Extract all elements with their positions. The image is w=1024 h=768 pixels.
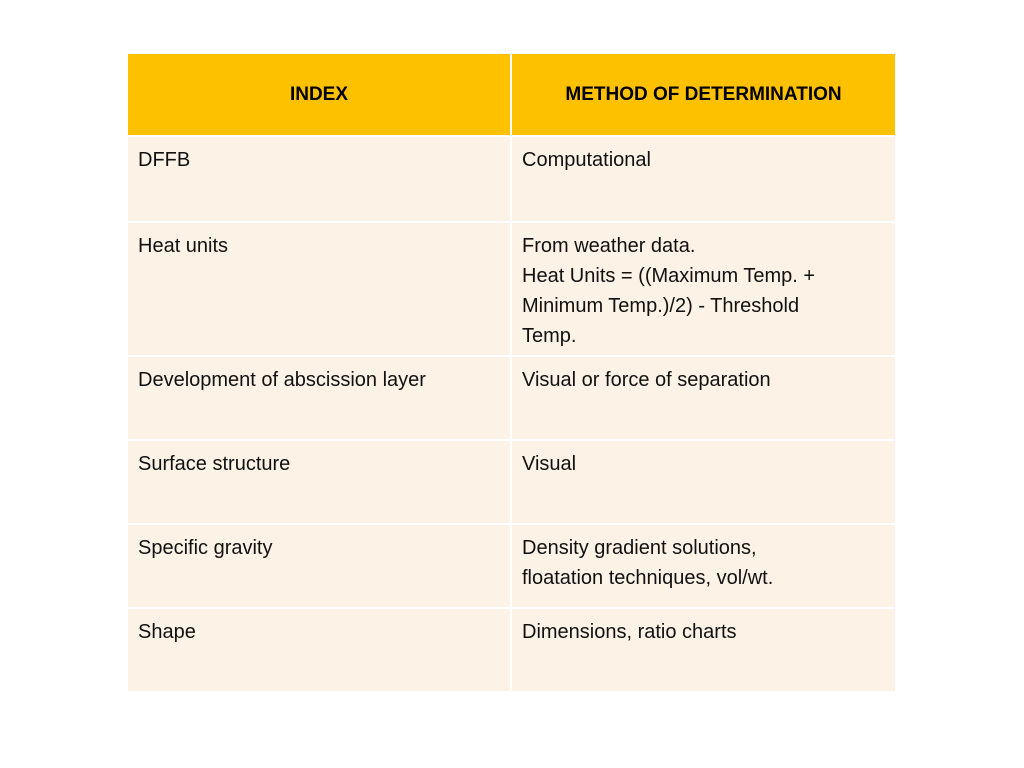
cell-method: Visual [511,440,895,525]
table-row: DFFB Computational [128,136,895,223]
cell-method: Computational [511,136,895,223]
table-row: Heat units From weather data. Heat Units… [128,222,895,357]
header-method-of-determination: METHOD OF DETERMINATION [511,54,895,137]
cell-method: From weather data. Heat Units = ((Maximu… [511,222,895,357]
cell-index: Heat units [128,222,512,357]
cell-index: Specific gravity [128,524,512,609]
cell-index: Shape [128,608,512,691]
table-row: Development of abscission layer Visual o… [128,356,895,441]
cell-method: Density gradient solutions, floatation t… [511,524,895,609]
index-method-table: INDEX METHOD OF DETERMINATION DFFB Compu… [128,54,895,691]
cell-method: Visual or force of separation [511,356,895,441]
table-row: Specific gravity Density gradient soluti… [128,524,895,609]
cell-index: Development of abscission layer [128,356,512,441]
table-row: Surface structure Visual [128,440,895,525]
table-header-row: INDEX METHOD OF DETERMINATION [128,54,895,137]
cell-index: DFFB [128,136,512,223]
cell-method: Dimensions, ratio charts [511,608,895,691]
cell-index: Surface structure [128,440,512,525]
header-index: INDEX [128,54,512,137]
table-row: Shape Dimensions, ratio charts [128,608,895,691]
